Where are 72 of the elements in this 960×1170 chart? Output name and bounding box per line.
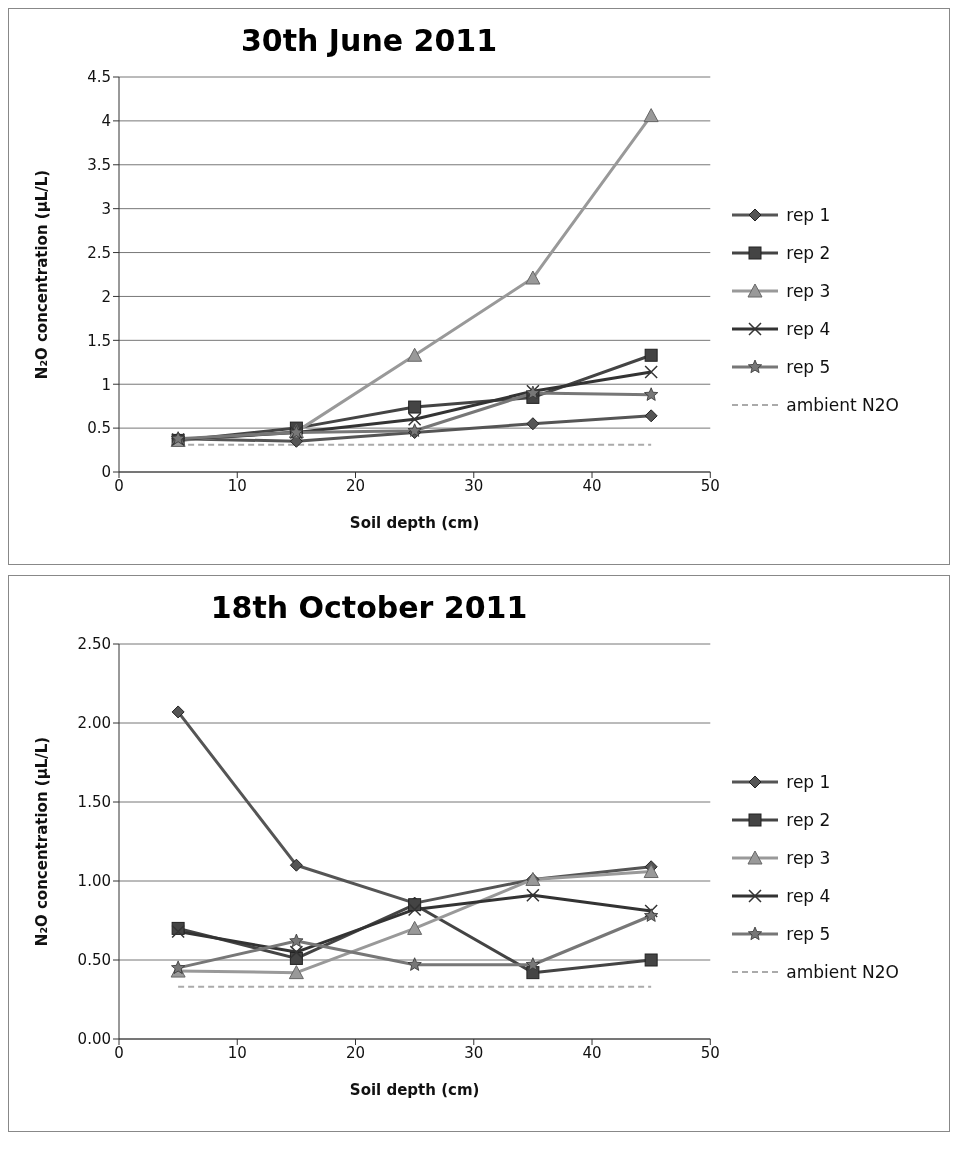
point xyxy=(526,417,540,431)
x-tick-label: 50 xyxy=(700,1043,720,1062)
y-axis-title: N₂O concentration (µL/L) xyxy=(33,169,51,380)
y-tick-label: 3.5 xyxy=(87,156,111,175)
point xyxy=(289,858,303,872)
point xyxy=(288,965,304,980)
y-tick-label: 2.50 xyxy=(77,635,111,654)
y-tick-label: 2.00 xyxy=(77,714,111,733)
point xyxy=(644,953,658,967)
point xyxy=(171,960,186,974)
x-axis-title: Soil depth (cm) xyxy=(349,1081,480,1099)
y-tick-label: 0.50 xyxy=(77,951,111,970)
legend-label: rep 3 xyxy=(786,847,831,868)
x-tick-label: 40 xyxy=(582,1043,602,1062)
y-tick-label: 0 xyxy=(101,463,111,482)
y-tick-label: 1 xyxy=(101,375,111,394)
point xyxy=(289,945,304,959)
y-tick-label: 2.5 xyxy=(87,243,111,262)
legend-label: ambient N2O xyxy=(786,961,899,982)
x-tick-label: 20 xyxy=(345,476,366,495)
y-tick-label: 0.00 xyxy=(77,1030,111,1049)
y-tick-label: 4 xyxy=(101,112,111,131)
point xyxy=(525,957,540,971)
legend-label: rep 4 xyxy=(786,885,831,906)
x-tick-label: 50 xyxy=(700,476,720,495)
point xyxy=(407,920,423,935)
point xyxy=(644,904,658,918)
point xyxy=(644,365,658,379)
point xyxy=(408,400,422,414)
x-tick-label: 30 xyxy=(464,1043,484,1062)
point xyxy=(644,348,658,362)
legend-label: rep 3 xyxy=(786,280,831,301)
x-tick-label: 20 xyxy=(345,1043,366,1062)
legend-label: rep 5 xyxy=(786,356,831,377)
point xyxy=(407,347,423,362)
legend-label: ambient N2O xyxy=(786,394,899,415)
point xyxy=(643,108,659,123)
legend-label: rep 1 xyxy=(786,204,831,225)
legend-label: rep 1 xyxy=(786,771,831,792)
chart-title: 30th June 2011 xyxy=(239,22,499,60)
y-tick-label: 4.5 xyxy=(87,68,111,87)
point xyxy=(407,902,422,917)
x-tick-label: 10 xyxy=(227,1043,247,1062)
x-tick-label: 10 xyxy=(227,476,247,495)
legend-label: rep 5 xyxy=(786,923,831,944)
chart-title: 18th October 2011 xyxy=(209,589,529,627)
x-tick-label: 30 xyxy=(464,476,484,495)
point xyxy=(526,888,540,902)
y-tick-label: 1.00 xyxy=(77,872,111,891)
point xyxy=(171,705,185,719)
point xyxy=(407,957,422,971)
point xyxy=(643,864,659,879)
point xyxy=(644,409,658,423)
x-tick-label: 0 xyxy=(114,1043,124,1062)
legend-label: rep 2 xyxy=(786,242,831,263)
point xyxy=(644,908,659,922)
point xyxy=(171,924,185,939)
y-tick-label: 1.5 xyxy=(87,331,111,350)
y-axis-title: N₂O concentration (µL/L) xyxy=(33,736,51,947)
point xyxy=(407,412,422,427)
x-axis-title: Soil depth (cm) xyxy=(349,514,480,532)
y-tick-label: 1.50 xyxy=(77,793,111,812)
point xyxy=(644,387,659,401)
x-tick-label: 40 xyxy=(582,476,602,495)
y-tick-label: 0.5 xyxy=(87,419,111,438)
y-tick-label: 3 xyxy=(101,199,111,218)
legend-label: rep 2 xyxy=(786,809,831,830)
point xyxy=(289,933,304,948)
y-tick-label: 2 xyxy=(101,287,111,306)
point xyxy=(525,270,541,285)
legend-label: rep 4 xyxy=(786,318,831,339)
x-tick-label: 0 xyxy=(114,476,124,495)
